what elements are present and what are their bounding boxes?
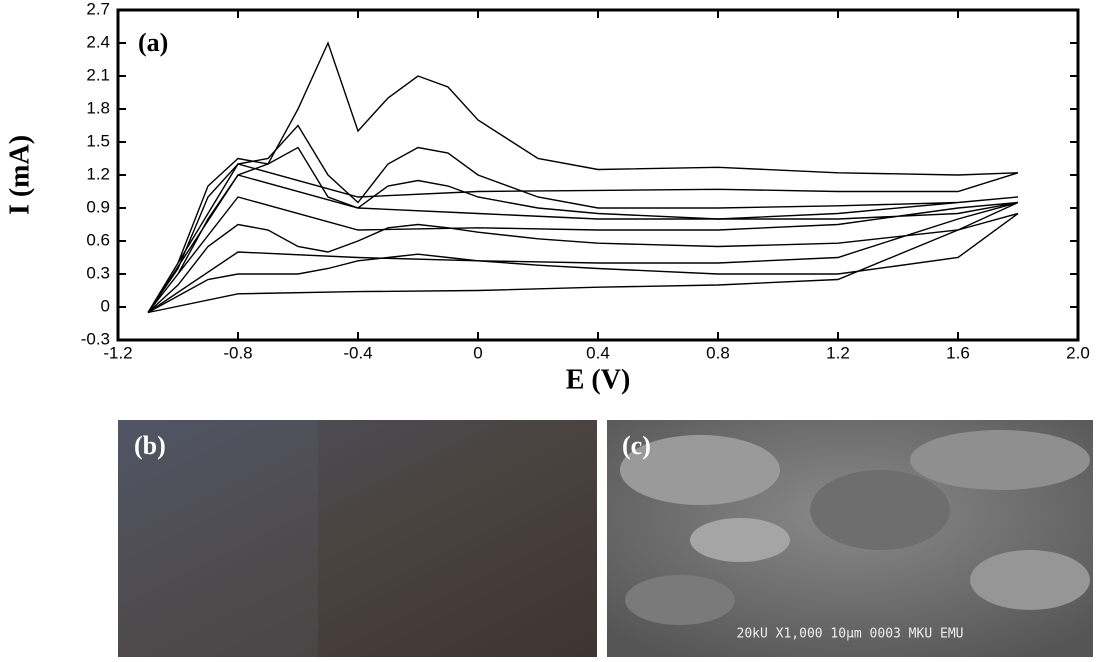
y-tick-label: 0.9 [86,197,110,216]
x-tick-label: 1.2 [826,343,850,362]
panel-label: (c) [622,431,651,460]
y-tick-label: 1.5 [86,131,110,150]
x-tick-label: 0.4 [586,343,610,362]
cv-chart: (a) E (V) I (mA) -1.2 -0.8 -0.4 0 0.4 0.8 1.2 1… [4,0,1089,395]
y-tick-label: 0 [101,296,110,315]
x-tick-label: -1.2 [103,343,132,362]
grain [970,550,1090,610]
x-tick-label: -0.8 [223,343,252,362]
cv-curve [147,212,1019,314]
cv-curve [147,146,1019,313]
grain [620,435,780,505]
cv-curve [147,201,1019,314]
y-tick-label: 0.6 [86,230,110,249]
x-axis-label: E (V) [566,364,631,395]
photo-shade [118,420,318,657]
grain [625,575,735,625]
panel-label: (b) [134,431,166,460]
x-tick-label: 0.8 [706,343,730,362]
panel-b: (b) [118,420,597,657]
x-tick-label: 0 [473,343,482,362]
grain [810,470,950,550]
cv-curve [147,124,1019,313]
y-tick-label: 2.4 [86,32,110,51]
y-tick-label: 2.1 [86,65,110,84]
y-tick-label: 0.3 [86,263,110,282]
grain [690,518,790,562]
y-tick-label: 1.2 [86,164,110,183]
x-tick-label: -0.4 [343,343,372,362]
cv-curve [147,41,1019,313]
y-tick-label: -0.3 [81,329,110,348]
y-tick-label: 2.7 [86,0,110,18]
sem-caption: 20kU X1,000 10μm 0003 MKU EMU [737,627,964,642]
x-tick-label: 1.6 [946,343,970,362]
x-tick-label: 2.0 [1066,343,1090,362]
y-axis-label: I (mA) [4,135,35,215]
panel-label: (a) [138,28,168,57]
photo [118,420,597,657]
y-tick-label: 1.8 [86,98,110,117]
panel-c: (c) 20kU X1,000 10μm 0003 MKU EMU [607,420,1093,657]
grain [910,430,1090,490]
